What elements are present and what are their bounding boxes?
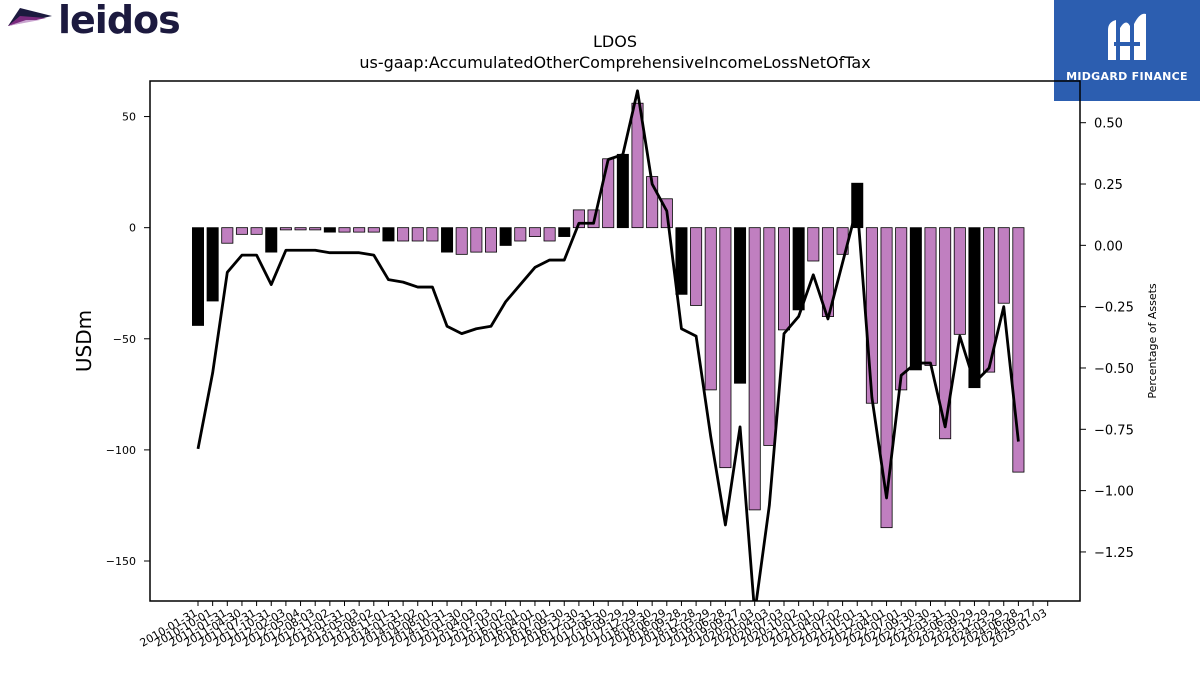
y2-tick-label-0: 0.50 [1094,117,1123,132]
y-tick-label-2: −50 [113,333,136,346]
bar-33 [675,227,688,295]
bar-4 [250,227,263,235]
chart-title: LDOS [593,32,637,51]
chart-subtitle: us-gaap:AccumulatedOtherComprehensiveInc… [359,53,871,72]
y2-tick-label-5: −0.75 [1094,423,1134,438]
bar-56 [1012,227,1025,473]
y2-tick-label-3: −0.25 [1094,301,1134,316]
bar-48 [895,227,908,391]
bar-35 [704,227,717,391]
bar-26 [572,209,585,229]
bar-55 [997,227,1010,304]
bar-17 [441,227,454,253]
bar-19 [470,227,483,253]
y2-tick-label-2: 0.00 [1094,239,1123,254]
bar-6 [279,227,292,231]
bar-41 [792,227,805,311]
leidos-wordmark: leidos [58,0,181,42]
bar-39 [763,227,776,446]
bar-9 [323,227,336,233]
bar-8 [309,227,322,231]
y2-tick-label-6: −1.00 [1094,485,1134,500]
line-layer [196,89,1020,601]
right-axis: 0.50 0.25 0.00 −0.25 −0.50 −0.75 −1.00 −1.25 [1080,117,1134,561]
bar-38 [748,227,761,511]
bar-51 [939,227,952,440]
y2-axis-label: Percentage of Assets [1146,283,1159,399]
bar-52 [953,227,966,335]
bars-layer [191,102,1025,529]
bar-3 [235,227,248,235]
midgard-emblem-icon [1108,13,1146,61]
bar-0 [191,227,204,326]
x-axis: 2010-01-312010-10-012011-01-312011-04-30… [138,601,1049,650]
y-tick-label-1: 0 [129,222,136,235]
bar-40 [778,227,791,331]
bar-1 [206,227,219,302]
y-tick-label-4: −150 [106,555,136,568]
bar-14 [397,227,410,242]
bar-11 [353,227,366,233]
bar-18 [455,227,468,255]
bar-15 [411,227,424,242]
bar-25 [558,227,571,237]
plot-frame [149,80,1081,602]
bar-50 [924,227,937,366]
series-line [196,89,1020,601]
bar-28 [602,158,615,229]
bar-49 [909,227,922,371]
bar-5 [265,227,278,253]
bar-7 [294,227,307,231]
bar-46 [865,227,878,404]
bar-47 [880,227,893,529]
y2-tick-label-1: 0.25 [1094,178,1123,193]
bar-53 [968,227,981,389]
bar-54 [983,227,996,373]
bar-16 [426,227,439,242]
bar-24 [543,227,556,242]
y2-tick-label-4: −0.50 [1094,362,1134,377]
bar-34 [690,227,703,306]
bar-2 [221,227,234,244]
bar-20 [484,227,497,253]
bar-13 [382,227,395,242]
bar-22 [514,227,527,242]
y2-tick-label-7: −1.25 [1094,546,1134,561]
bar-10 [338,227,351,233]
bar-21 [499,227,512,246]
bar-12 [367,227,380,233]
left-axis: 50 0 −50 −100 −150 [106,111,150,568]
bar-37 [734,227,747,384]
leidos-logo: leidos [6,0,181,50]
y-tick-label-0: 50 [122,111,136,124]
bar-30 [631,102,644,229]
bar-36 [719,227,732,469]
y-tick-label-3: −100 [106,444,136,457]
leidos-mark-icon [8,8,52,26]
bar-29 [616,153,629,229]
y-axis-label: USDm [72,310,96,372]
bar-42 [807,227,820,262]
bar-23 [528,227,541,237]
midgard-wordmark: MIDGARD FINANCE [1066,70,1188,83]
midgard-finance-logo: MIDGARD FINANCE [1054,0,1200,101]
